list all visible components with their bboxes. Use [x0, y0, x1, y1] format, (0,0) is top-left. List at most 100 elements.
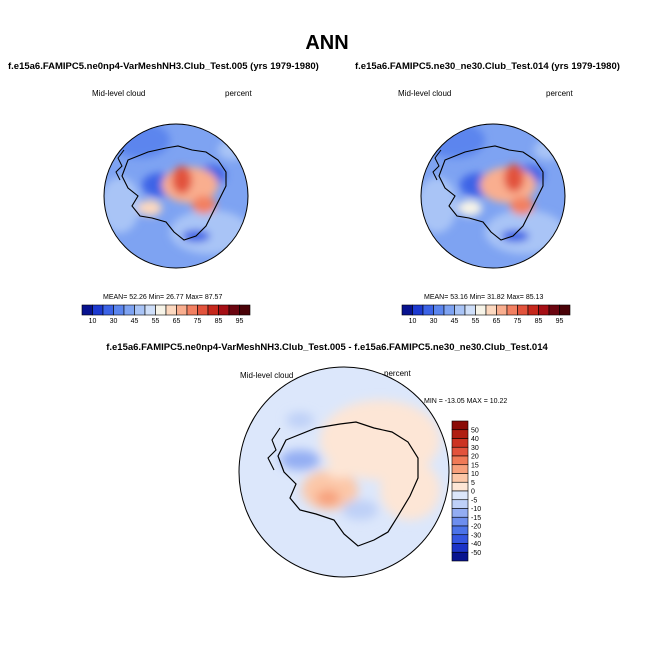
colorbar-1-tick-label: 75 — [194, 318, 202, 325]
colorbar-1-tick-label: 30 — [110, 318, 118, 325]
colorbar-3-tick-label: 30 — [471, 445, 479, 452]
panel-2-max: 85.13 — [525, 294, 544, 301]
colorbar-3-swatch — [451, 455, 469, 466]
colorbar-2-tick-label: 65 — [493, 318, 501, 325]
panel-1-mean: 52.26 — [129, 294, 147, 301]
colorbar-1-swatch — [123, 304, 135, 316]
map-3-coastline — [277, 421, 419, 547]
colorbar-2-swatch — [454, 304, 466, 316]
colorbar-3-swatch — [451, 508, 469, 518]
colorbar-1-swatch — [228, 304, 240, 316]
colorbar-3-swatch — [451, 464, 469, 474]
colorbar-1-tick-label: 95 — [236, 318, 244, 325]
colorbar-2-swatch — [475, 304, 487, 316]
panel-3-stats: MIN = -13.05 MAX = 10.22 — [424, 398, 508, 405]
colorbar-3-swatch — [451, 499, 469, 509]
colorbar-3-swatch — [451, 525, 469, 536]
map-3-boundary — [238, 366, 450, 578]
colorbar-2-swatch — [464, 304, 476, 316]
colorbar-1: 10 30 45 55 65 75 85 95 — [81, 304, 251, 325]
colorbar-2-tick-label: 10 — [409, 318, 417, 325]
map-1-peninsula — [115, 149, 125, 181]
colorbar-3-swatch — [451, 543, 469, 553]
panel-2-units: percent — [546, 89, 573, 98]
map-2 — [420, 123, 566, 269]
colorbar-1-swatch — [92, 304, 104, 316]
colorbar-1-swatch — [165, 304, 177, 316]
colorbar-2-tick-label: 85 — [535, 318, 543, 325]
colorbar-3-swatch — [451, 481, 469, 492]
colorbar-2-tick-label: 30 — [430, 318, 438, 325]
colorbar-2-tick-label: 75 — [514, 318, 522, 325]
colorbar-1-swatch — [207, 304, 219, 316]
map-2-coastline — [438, 145, 544, 241]
colorbar-3-tick-label: 50 — [471, 427, 479, 434]
colorbar-2-swatch — [548, 304, 560, 316]
panel-1-title: f.e15a6.FAMIPC5.ne0np4-VarMeshNH3.Club_T… — [8, 61, 319, 72]
panel-1-stats: MEAN= 52.26 Min= 26.77 Max= 87.57 — [103, 294, 222, 301]
colorbar-1-tick-label: 10 — [89, 318, 97, 325]
colorbar-2-swatch — [538, 304, 550, 316]
colorbar-2-swatch — [443, 304, 455, 316]
colorbar-2-swatch — [433, 304, 445, 316]
colorbar-1-swatch — [102, 304, 114, 316]
colorbar-3-tick-label: -30 — [471, 532, 481, 539]
colorbar-3-swatch — [451, 420, 469, 431]
panel-3-variable: Mid-level cloud — [240, 371, 294, 380]
colorbar-3-tick-label: -15 — [471, 515, 481, 522]
colorbar-3-swatch — [451, 438, 469, 448]
map-2-field-patches — [421, 124, 565, 254]
colorbar-1-swatch — [239, 304, 251, 316]
colorbar-2-swatch — [559, 304, 571, 316]
colorbar-3-tick-label: 15 — [471, 462, 479, 469]
colorbar-3-tick-label: 0 — [471, 489, 475, 496]
colorbar-3-swatch — [451, 551, 469, 562]
colorbar-3-swatch — [451, 446, 469, 457]
colorbar-3-swatch — [451, 534, 469, 544]
colorbar-3-tick-label: 10 — [471, 471, 479, 478]
panel-1-variable: Mid-level cloud — [92, 89, 146, 98]
map-1-coastline — [121, 145, 227, 241]
panel-2-variable: Mid-level cloud — [398, 89, 452, 98]
map-1 — [103, 123, 249, 269]
colorbar-3-swatch — [451, 516, 469, 527]
colorbar-1-swatch — [176, 304, 188, 316]
colorbar-3-tick-label: -40 — [471, 541, 481, 548]
panel-2-title: f.e15a6.FAMIPC5.ne30_ne30.Club_Test.014 … — [355, 61, 620, 72]
map-3 — [238, 366, 450, 578]
panel-1-mean-label: MEAN= — [103, 294, 128, 301]
colorbar-3-tick-label: 20 — [471, 454, 479, 461]
colorbar-1-tick-label: 85 — [215, 318, 223, 325]
colorbar-3-swatch — [451, 490, 469, 501]
colorbar-3-tick-label: -50 — [471, 550, 481, 557]
panel-1-max-label: Max= — [185, 294, 203, 301]
colorbar-1-swatch — [134, 304, 146, 316]
colorbar-3-swatch — [451, 473, 469, 483]
colorbar-2: 10 30 45 55 65 75 85 95 — [401, 304, 571, 325]
colorbar-1-swatch — [155, 304, 167, 316]
colorbar-1-swatch — [218, 304, 230, 316]
panel-2-max-label: Max= — [506, 294, 524, 301]
colorbar-1-swatch — [186, 304, 198, 316]
colorbar-2-swatch — [527, 304, 539, 316]
colorbar-2-swatch — [401, 304, 413, 316]
colorbar-2-tick-label: 55 — [472, 318, 480, 325]
panel-3-title: f.e15a6.FAMIPC5.ne0np4-VarMeshNH3.Club_T… — [106, 342, 548, 353]
panel-2-stats: MEAN= 53.16 Min= 31.82 Max= 85.13 — [424, 294, 543, 301]
colorbar-3-tick-label: 40 — [471, 436, 479, 443]
map-1-boundary — [103, 123, 249, 269]
colorbar-3-tick-label: -10 — [471, 506, 481, 513]
map-3-peninsula — [267, 427, 281, 471]
colorbar-3-tick-label: -5 — [471, 497, 477, 504]
colorbar-2-swatch — [496, 304, 508, 316]
colorbar-2-swatch — [517, 304, 529, 316]
colorbar-2-swatch — [485, 304, 497, 316]
colorbar-2-swatch — [412, 304, 424, 316]
colorbar-2-swatch — [506, 304, 518, 316]
panel-1-max: 87.57 — [204, 294, 223, 301]
colorbar-3-tick-label: 5 — [471, 480, 475, 487]
colorbar-1-tick-label: 55 — [152, 318, 160, 325]
colorbar-3-tick-label: -20 — [471, 524, 481, 531]
